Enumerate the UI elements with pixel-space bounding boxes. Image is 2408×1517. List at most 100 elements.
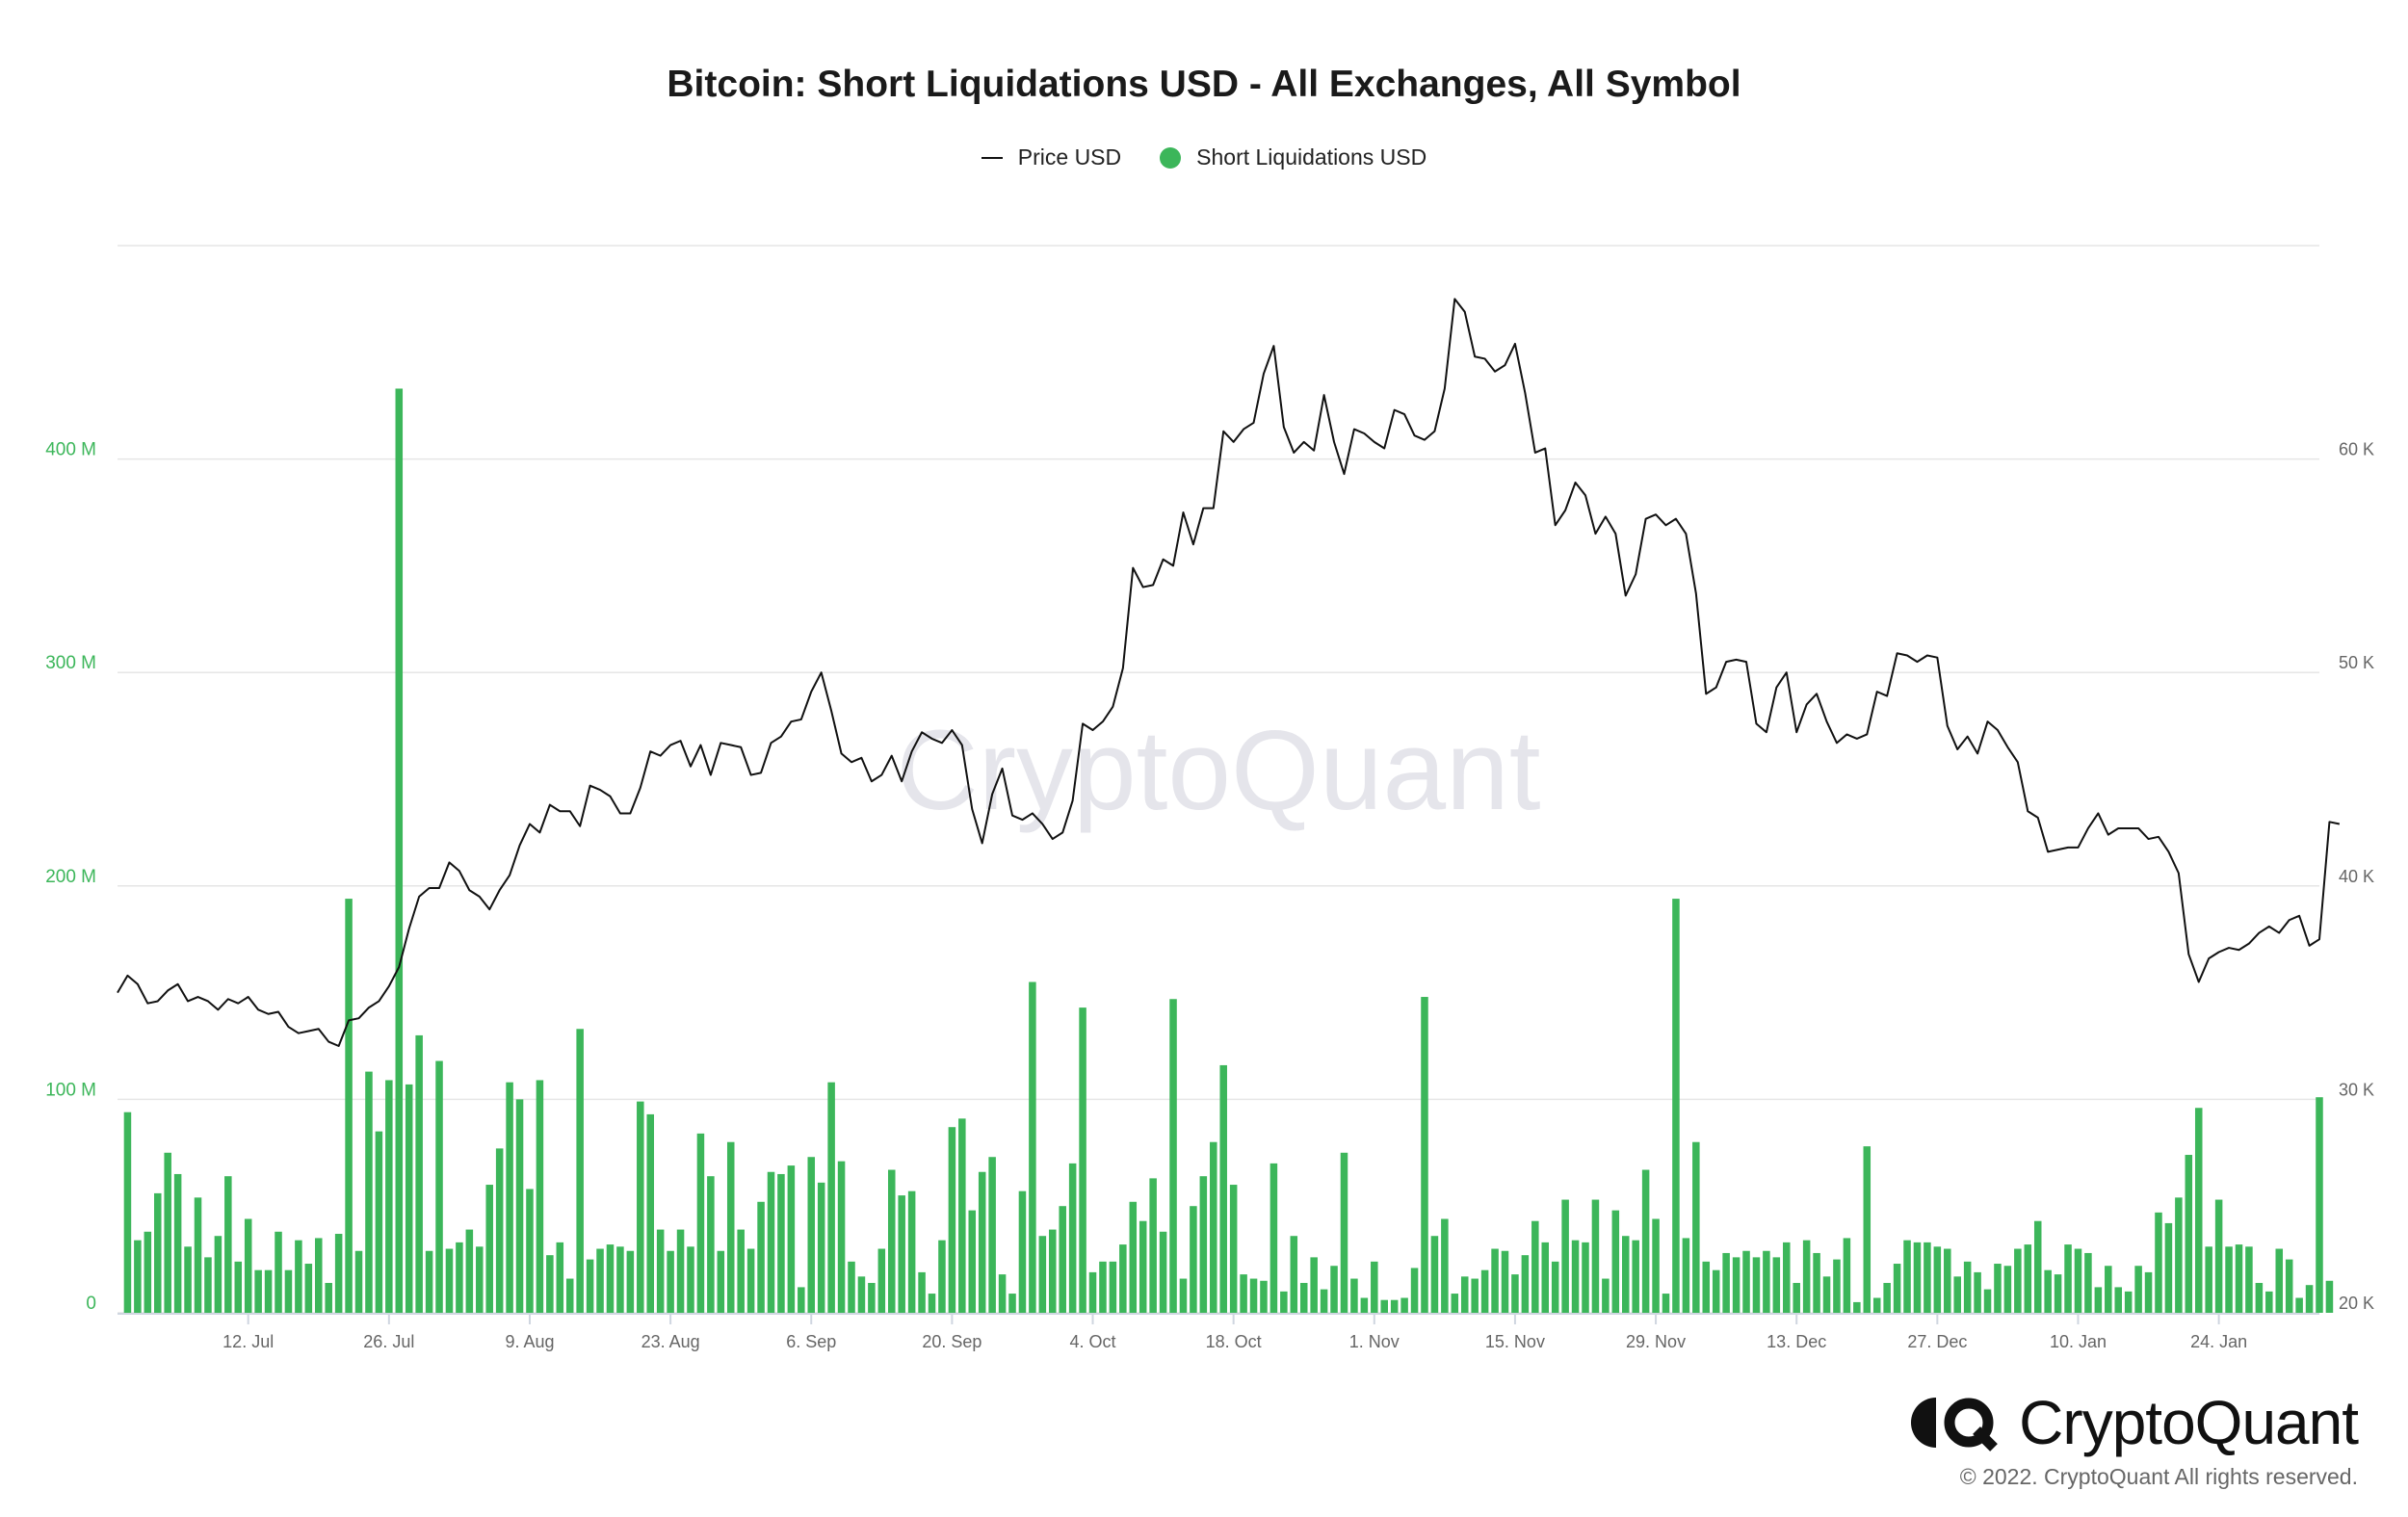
liquidation-bar: [2245, 1246, 2253, 1313]
liquidation-bar: [1320, 1289, 1328, 1313]
liquidation-bar: [1068, 1163, 1077, 1313]
y-right-tick-label: 40 K: [2339, 867, 2374, 886]
liquidation-bar: [1903, 1240, 1911, 1313]
liquidation-bar: [264, 1269, 273, 1313]
liquidation-bar: [1662, 1294, 1670, 1313]
liquidation-bar: [777, 1173, 785, 1313]
x-tick-label: 9. Aug: [505, 1332, 554, 1351]
price-line: [117, 298, 2341, 1047]
liquidation-bar: [2175, 1197, 2183, 1313]
liquidation-bar: [1179, 1278, 1188, 1313]
liquidation-bar: [2305, 1285, 2314, 1313]
liquidation-bar: [1199, 1176, 1208, 1313]
liquidation-bar: [164, 1152, 171, 1313]
liquidation-bar: [2275, 1248, 2284, 1313]
liquidation-bar: [1129, 1201, 1138, 1313]
legend-item-short-liquidations[interactable]: Short Liquidations USD: [1160, 144, 1426, 170]
liquidation-bar: [1501, 1250, 1509, 1313]
liquidation-bar: [244, 1218, 252, 1313]
liquidation-bar: [1229, 1185, 1238, 1313]
liquidation-bar: [2144, 1271, 2153, 1313]
liquidation-bar: [214, 1236, 222, 1313]
liquidation-bar: [2194, 1108, 2203, 1313]
x-tick-label: 13. Dec: [1767, 1332, 1826, 1351]
legend-label-short-liquidations: Short Liquidations USD: [1196, 144, 1427, 170]
liquidation-bar: [1149, 1178, 1157, 1313]
liquidation-bar: [586, 1259, 594, 1313]
liquidation-bar: [1441, 1218, 1449, 1313]
liquidation-bar: [2094, 1287, 2103, 1313]
liquidation-bar: [485, 1185, 493, 1313]
liquidation-bar: [1008, 1294, 1016, 1313]
liquidation-bar: [1018, 1190, 1027, 1313]
liquidation-bar: [1994, 1264, 2002, 1313]
y-left-tick-label: 200 M: [45, 867, 96, 887]
liquidation-bar: [1410, 1268, 1419, 1313]
liquidation-bar: [988, 1157, 996, 1313]
liquidation-bar: [2024, 1244, 2032, 1313]
liquidation-bar: [1843, 1238, 1851, 1313]
liquidation-bar: [938, 1240, 946, 1313]
liquidation-bar: [204, 1257, 212, 1313]
liquidation-bar: [1269, 1163, 1278, 1313]
liquidation-bar: [173, 1173, 182, 1313]
liquidation-bar: [1802, 1240, 1811, 1313]
liquidation-bar: [646, 1113, 654, 1313]
liquidation-bar: [1521, 1255, 1530, 1313]
liquidation-bar: [284, 1269, 293, 1313]
liquidation-bar: [354, 1250, 363, 1313]
liquidation-bar: [1551, 1261, 1559, 1313]
liquidation-bar: [1380, 1299, 1388, 1313]
liquidation-bar: [275, 1231, 282, 1313]
liquidation-bar: [515, 1099, 524, 1313]
cryptoquant-logo-icon: [1911, 1398, 1999, 1452]
liquidation-bar: [2003, 1266, 2012, 1313]
liquidation-bar: [1079, 1007, 1086, 1313]
brand-logo: CryptoQuant: [1909, 1387, 2359, 1458]
liquidation-bar: [928, 1294, 936, 1313]
liquidation-bar: [1260, 1280, 1268, 1313]
liquidation-bar: [1822, 1276, 1831, 1313]
liquidation-bar: [1290, 1236, 1298, 1313]
liquidation-bar: [465, 1229, 474, 1313]
liquidation-bar: [1038, 1236, 1047, 1313]
liquidation-bar: [717, 1250, 725, 1313]
liquidation-bar: [1953, 1276, 1961, 1313]
liquidation-bar: [1471, 1278, 1479, 1313]
liquidation-bar: [1722, 1252, 1730, 1313]
liquidation-bar: [968, 1210, 977, 1313]
liquidation-bar: [456, 1242, 463, 1313]
liquidation-bar: [1491, 1248, 1499, 1313]
liquidation-bar: [375, 1131, 383, 1313]
liquidation-bar: [495, 1148, 504, 1313]
liquidation-bar: [1933, 1246, 1942, 1313]
liquidation-bar: [1712, 1269, 1720, 1313]
y-right-tick-label: 60 K: [2339, 440, 2374, 459]
liquidation-bar: [2044, 1269, 2052, 1313]
liquidation-bar: [1240, 1274, 1247, 1313]
liquidation-bar: [1692, 1141, 1700, 1313]
liquidation-bar: [898, 1195, 905, 1313]
liquidation-bar: [767, 1171, 775, 1313]
liquidation-bar: [1049, 1229, 1057, 1313]
liquidation-bar: [1310, 1257, 1318, 1313]
liquidation-bar: [1139, 1220, 1147, 1313]
liquidation-bar: [726, 1141, 735, 1313]
liquidation-bar: [1541, 1242, 1550, 1313]
liquidation-bar: [556, 1242, 564, 1313]
liquidation-bar: [606, 1244, 615, 1313]
x-tick-label: 15. Nov: [1485, 1332, 1545, 1351]
liquidation-bar: [1219, 1064, 1227, 1313]
liquidation-bar: [295, 1240, 302, 1313]
legend-item-price[interactable]: Price USD: [981, 144, 1121, 170]
liquidation-bar: [676, 1229, 685, 1313]
liquidation-bar: [1460, 1276, 1469, 1313]
liquidation-bar: [154, 1192, 162, 1313]
liquidation-bar: [405, 1084, 413, 1313]
liquidation-bar: [918, 1271, 926, 1313]
liquidation-bar: [565, 1278, 574, 1313]
liquidation-bar: [1682, 1238, 1690, 1313]
liquidation-bar: [415, 1034, 423, 1313]
liquidation-bar: [1924, 1242, 1931, 1313]
liquidation-bar: [2255, 1282, 2264, 1313]
